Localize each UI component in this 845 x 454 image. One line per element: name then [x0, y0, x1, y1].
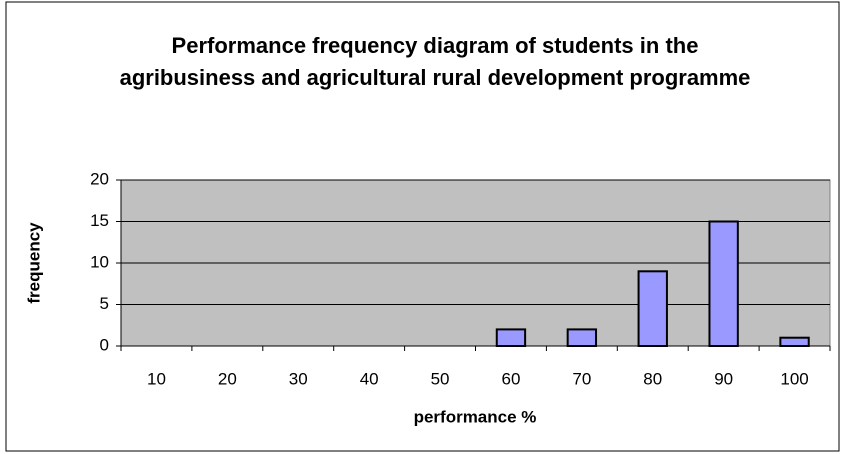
y-tick-label: 10 — [90, 252, 109, 271]
x-tick-label: 70 — [572, 369, 591, 388]
bar — [708, 220, 739, 347]
y-tick-label: 15 — [90, 211, 109, 230]
x-axis-label: performance % — [414, 407, 537, 426]
chart-title: Performance frequency diagram of student… — [119, 33, 751, 90]
bar — [637, 270, 668, 347]
y-axis-label: frequency — [24, 222, 43, 304]
x-tick-label: 10 — [147, 369, 166, 388]
x-tick-label: 50 — [431, 369, 450, 388]
y-tick-label: 20 — [90, 169, 109, 188]
x-tick-label: 90 — [714, 369, 733, 388]
x-tick-label: 60 — [501, 369, 520, 388]
y-tick-label: 5 — [100, 294, 109, 313]
x-tick-label: 30 — [289, 369, 308, 388]
bar — [779, 336, 810, 348]
x-tick-label: 20 — [218, 369, 237, 388]
y-tick-label: 0 — [100, 335, 109, 354]
x-tick-label: 40 — [360, 369, 379, 388]
bar — [566, 328, 598, 347]
x-tick-label: 80 — [643, 369, 662, 388]
x-tick-label: 100 — [780, 369, 808, 388]
bar — [495, 328, 527, 347]
